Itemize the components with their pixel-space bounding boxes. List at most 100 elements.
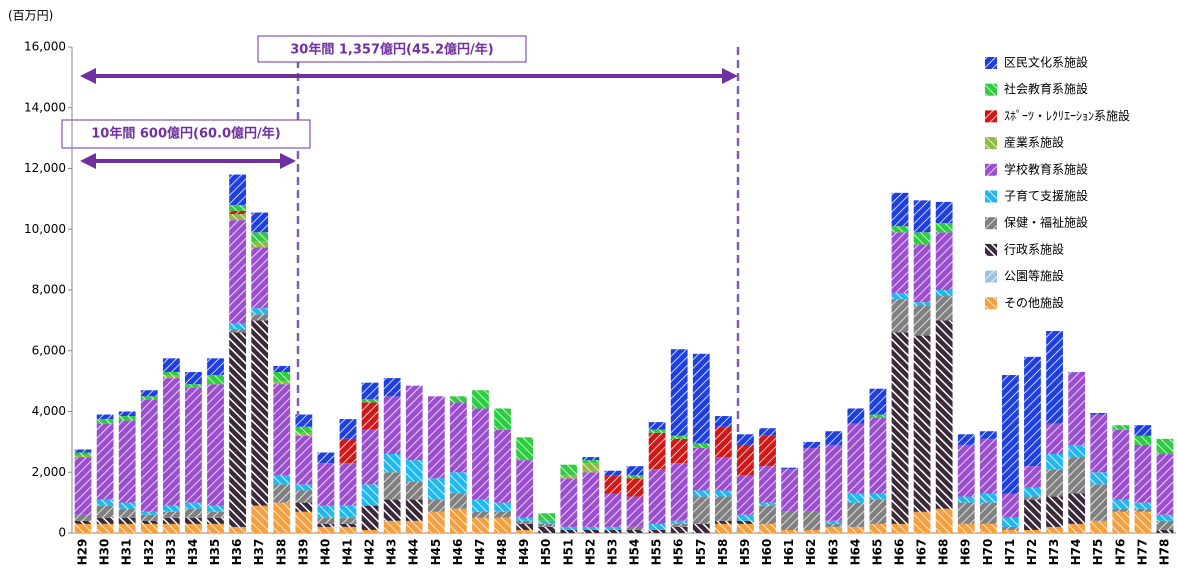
bar-segment [1134, 444, 1152, 503]
bar-segment [74, 449, 92, 453]
bar-segment [516, 517, 534, 521]
legend-label: その他施設 [1004, 295, 1064, 310]
bar-segment [251, 232, 269, 242]
bar-segment [450, 396, 467, 403]
bar-segment [935, 232, 953, 290]
bar-segment [472, 517, 489, 533]
bar-segment [339, 517, 357, 524]
bar-segment [891, 293, 909, 300]
bar-segment [140, 390, 158, 397]
x-tick-label: H53 [605, 539, 619, 566]
y-tick-label: 16,000 [24, 40, 66, 54]
bar-segment [361, 382, 379, 400]
bar-segment [516, 523, 534, 530]
bar-segment [96, 505, 114, 518]
x-tick-label: H52 [583, 539, 597, 566]
bar-segment [1112, 511, 1130, 533]
bar-segment [538, 513, 556, 521]
bar-segment [891, 332, 909, 524]
bar-segment [494, 511, 511, 518]
bar-segment [118, 416, 136, 421]
bar-segment [96, 419, 114, 424]
bar-segment [582, 457, 600, 461]
bar-segment [714, 520, 732, 524]
bar-segment [1024, 487, 1041, 497]
bar-segment [1046, 496, 1063, 527]
bar-segment [781, 467, 798, 470]
bar-segment [1156, 514, 1174, 521]
bar-segment [1156, 529, 1174, 533]
x-tick-label: H31 [120, 539, 134, 566]
bar-segment [494, 517, 511, 533]
bar-segment [295, 414, 313, 427]
bar-segment [979, 431, 997, 439]
bar-segment [692, 490, 710, 497]
bar-segment [1090, 520, 1108, 533]
bar-segment [759, 505, 776, 524]
bar-segment [162, 358, 180, 373]
bar-segment [273, 365, 291, 373]
bar-segment [317, 463, 335, 506]
bar-segment [847, 526, 865, 533]
bar-segment [74, 455, 92, 458]
annotation: 30年間 1,357億円(45.2億円/年) [290, 42, 493, 58]
bar-segment [737, 434, 754, 445]
x-tick-label: H70 [981, 539, 995, 566]
bar-segment [847, 493, 865, 503]
bar-segment [207, 517, 224, 524]
arrow-head [80, 153, 96, 169]
bar-segment [185, 387, 202, 503]
bar-segment [207, 358, 224, 376]
x-tick-label: H42 [363, 539, 377, 566]
bar-segment [759, 502, 776, 506]
bar-segment [714, 457, 732, 491]
x-tick-label: H48 [495, 539, 509, 566]
x-tick-label: H35 [208, 539, 222, 566]
bar-segment [185, 384, 202, 388]
bar-segment [140, 399, 158, 512]
x-tick-label: H46 [451, 539, 465, 566]
bar-segment [869, 499, 887, 524]
legend-label: 社会教育系施設 [1004, 81, 1088, 96]
bar-segment [913, 232, 931, 245]
bar-segment [1068, 523, 1086, 533]
bar-segment [979, 493, 997, 503]
bar-segment [979, 502, 997, 524]
bar-segment [582, 472, 600, 527]
bar-segment [96, 517, 114, 524]
bar-segment [383, 396, 401, 455]
x-tick-label: H34 [186, 539, 200, 566]
bar-segment [935, 320, 953, 509]
bar-segment [383, 454, 401, 473]
bar-segment [185, 502, 202, 509]
x-tick-label: H41 [341, 539, 355, 566]
bar-segment [781, 511, 798, 530]
bar-segment [869, 414, 887, 418]
bar-segment [626, 496, 644, 527]
bar-segment [118, 420, 136, 503]
legend-label: 学校教育系施設 [1004, 161, 1088, 176]
legend-swatch [985, 217, 997, 230]
bar-segment [714, 496, 732, 521]
bar-segment [427, 511, 445, 533]
bar-segment [891, 232, 909, 294]
x-tick-label: H71 [1003, 539, 1017, 566]
bar-segment [251, 320, 269, 506]
bar-segment [383, 472, 401, 500]
bar-segment [229, 332, 246, 527]
bar-segment [74, 523, 92, 533]
bar-segment [317, 452, 335, 464]
y-tick-label: 14,000 [24, 100, 66, 114]
bar-segment [935, 223, 953, 233]
bar-segment [714, 426, 732, 458]
bar-segment [450, 493, 467, 509]
bar-segment [74, 520, 92, 524]
y-tick-label: 4,000 [32, 404, 66, 418]
x-tick-label: H74 [1069, 539, 1083, 566]
bar-segment [361, 529, 379, 533]
bar-segment [825, 523, 843, 527]
bar-segment [935, 201, 953, 224]
bar-segment [185, 508, 202, 518]
bar-segment [207, 384, 224, 506]
bar-segment [957, 502, 975, 524]
